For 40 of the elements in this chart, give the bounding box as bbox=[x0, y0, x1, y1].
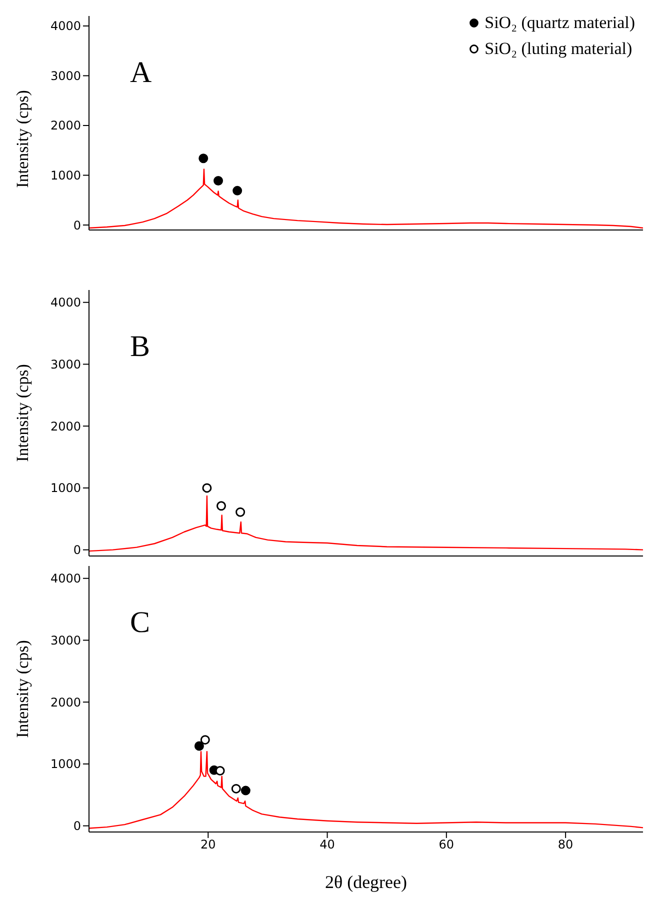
y-axis-title: Intensity (cps) bbox=[13, 364, 32, 462]
x-tick-label: 40 bbox=[320, 838, 335, 852]
point bbox=[194, 741, 204, 751]
x-tick-label: 60 bbox=[438, 838, 454, 852]
point bbox=[200, 735, 210, 745]
y-tick-label: 4000 bbox=[50, 296, 81, 310]
y-tick-label: 1000 bbox=[50, 481, 81, 496]
text: SiO₂ (luting material) bbox=[484, 39, 632, 58]
y-tick-label: 0 bbox=[73, 543, 81, 558]
point bbox=[240, 786, 250, 796]
y-tick-label: 4000 bbox=[50, 19, 81, 34]
x-axis-title: 2θ (degree) bbox=[324, 872, 408, 892]
y-tick-label: 2000 bbox=[50, 419, 81, 434]
legend-label: SiO₂ (quartz material) bbox=[484, 12, 635, 34]
point bbox=[231, 784, 241, 794]
y-tick-label: 0 bbox=[73, 218, 81, 232]
y-axis-title: Intensity (cps) bbox=[13, 90, 32, 188]
point bbox=[232, 186, 242, 196]
y-tick-label: 1000 bbox=[50, 168, 81, 183]
point bbox=[202, 483, 212, 493]
annotation: A bbox=[130, 56, 152, 90]
x-tick-label: 20 bbox=[200, 838, 216, 852]
y-tick-label: 3000 bbox=[50, 68, 81, 83]
point bbox=[214, 176, 224, 186]
annotation: C bbox=[130, 606, 150, 640]
point bbox=[215, 766, 225, 776]
point bbox=[236, 507, 246, 517]
x-tick-label: 80 bbox=[558, 838, 574, 852]
line-series bbox=[89, 495, 643, 552]
point bbox=[198, 154, 208, 164]
y-tick-label: 3000 bbox=[50, 357, 81, 372]
point bbox=[216, 501, 226, 511]
y-tick-label: 0 bbox=[73, 819, 81, 834]
y-tick-label: 2000 bbox=[50, 695, 81, 710]
annotation: B bbox=[130, 330, 150, 364]
y-tick-label: 4000 bbox=[50, 572, 81, 586]
y-axis-title: Intensity (cps) bbox=[13, 640, 32, 738]
y-tick-label: 3000 bbox=[50, 633, 81, 648]
y-tick-label: 2000 bbox=[50, 118, 81, 133]
y-tick-label: 1000 bbox=[50, 757, 81, 772]
